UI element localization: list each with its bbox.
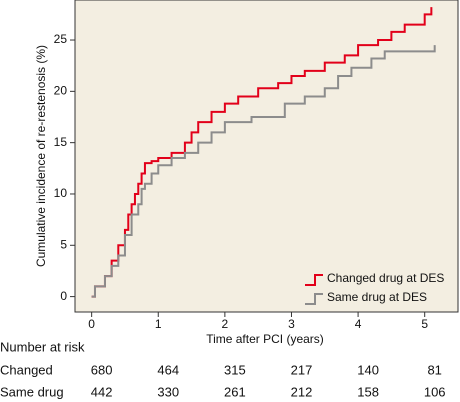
risk-table-title: Number at risk <box>0 339 85 354</box>
risk-row-label: Same drug <box>0 384 64 399</box>
plot-area <box>74 0 459 313</box>
risk-value: 158 <box>357 384 379 399</box>
risk-value: 81 <box>427 362 441 377</box>
risk-value: 315 <box>224 362 246 377</box>
y-tick-label: 5 <box>60 237 67 251</box>
x-tick-label: 1 <box>155 317 162 331</box>
km-curve <box>91 45 436 298</box>
risk-row-label: Changed <box>0 362 53 377</box>
x-tick-label: 4 <box>355 317 362 331</box>
risk-value: 330 <box>157 384 179 399</box>
legend-label: Changed drug at DES <box>327 271 444 285</box>
risk-value: 140 <box>357 362 379 377</box>
x-tick-label: 5 <box>421 317 428 331</box>
y-tick-label: 20 <box>54 84 68 98</box>
legend-swatch <box>305 274 323 286</box>
x-tick-label: 0 <box>88 317 95 331</box>
x-axis-label: Time after PCI (years) <box>206 332 324 346</box>
km-curve <box>91 7 433 298</box>
risk-value: 106 <box>424 384 446 399</box>
y-tick-label: 0 <box>60 289 67 303</box>
y-axis-label: Cumulative incidence of re-restenosis (%… <box>34 45 48 267</box>
legend-label: Same drug at DES <box>327 290 427 304</box>
risk-value: 212 <box>291 384 313 399</box>
y-tick-label: 15 <box>54 135 68 149</box>
x-tick-label: 2 <box>222 317 229 331</box>
risk-value: 680 <box>91 362 113 377</box>
risk-value: 464 <box>157 362 179 377</box>
risk-value: 217 <box>291 362 313 377</box>
y-tick-label: 10 <box>54 186 68 200</box>
legend-swatch <box>305 293 323 305</box>
risk-value: 442 <box>91 384 113 399</box>
y-tick-label: 25 <box>54 32 68 46</box>
risk-value: 261 <box>224 384 246 399</box>
x-tick-label: 3 <box>288 317 295 331</box>
